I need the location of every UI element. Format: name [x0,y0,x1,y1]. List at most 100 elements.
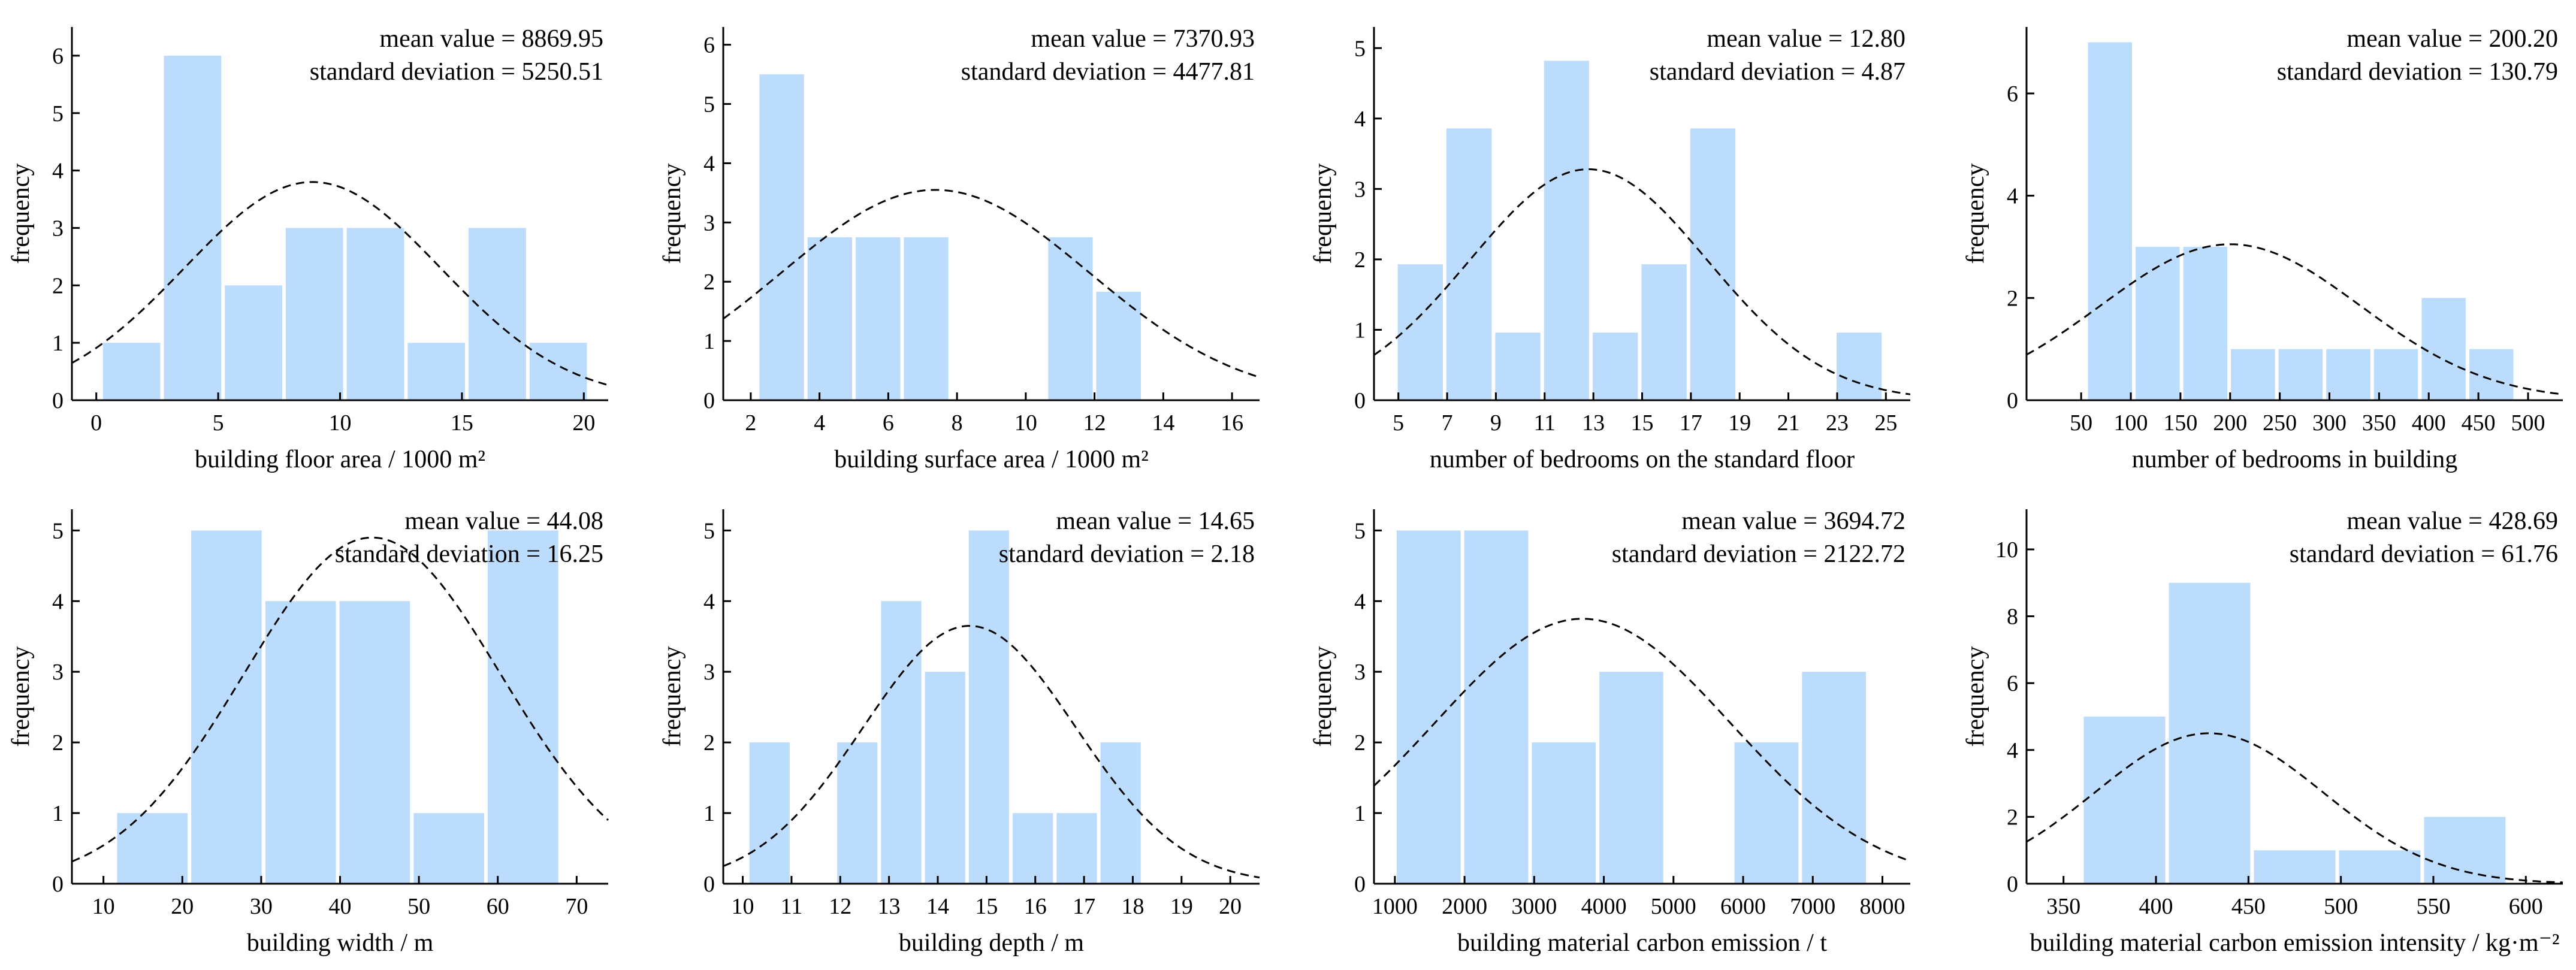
x-tick-label: 10 [92,894,115,919]
sd-prefix: standard deviation = [2290,540,2502,568]
histogram-bar [1641,264,1687,400]
x-axis-label: building depth / m [899,929,1084,957]
mean-annotation: mean value = 12.80 [1707,25,1905,53]
x-tick-label: 17 [1680,410,1702,436]
x-tick-label: 13 [878,894,901,919]
sd-annotation: standard deviation = 61.76 [2290,540,2558,568]
y-tick-label: 2 [2007,286,2018,311]
histogram-bar [925,672,965,884]
histogram-bar [265,601,336,884]
x-tick-label: 19 [1170,894,1193,919]
x-tick-label: 10 [732,894,754,919]
x-tick-label: 14 [926,894,949,919]
y-tick-label: 4 [703,151,715,176]
mean-value: 200.20 [2489,25,2559,53]
mean-value: 428.69 [2489,507,2559,535]
histogram-bar [1048,237,1093,400]
x-tick-label: 8 [952,410,963,436]
x-tick-label: 16 [1024,894,1047,919]
y-tick-label: 1 [1354,318,1366,343]
normal-fit-curve [1373,618,1911,862]
y-tick-label: 3 [1354,660,1366,685]
histogram-bar [2169,582,2251,884]
histogram-bar [1690,128,1736,400]
chart-panel-7: 1000 2000 3000 4000 5000 6000 7000 8000 0 1 2 3 4 5 bu… [1309,507,1911,957]
sd-annotation: standard deviation = 4.87 [1650,58,1905,86]
sd-annotation: standard deviation = 16.25 [335,540,603,568]
sd-value: 16.25 [547,540,604,568]
y-tick-label: 0 [2007,872,2018,897]
histogram-bar [225,285,282,400]
histogram-bar [2136,246,2180,400]
histogram-bar [1734,742,1799,884]
mean-annotation: mean value = 44.08 [404,507,603,535]
sd-value: 2.18 [1211,540,1255,568]
y-axis-label: frequency [7,164,35,264]
mean-prefix: mean value = [2347,25,2489,53]
histogram-bar [2254,850,2336,884]
y-tick-label: 0 [52,872,64,897]
x-tick-label: 50 [407,894,430,919]
x-tick-label: 15 [975,894,998,919]
x-tick-label: 0 [90,410,102,436]
x-tick-label: 6000 [1720,894,1766,919]
histogram-bar [469,228,526,400]
y-tick-label: 0 [2007,388,2018,413]
y-tick-label: 0 [52,388,64,413]
x-tick-label: 5 [1393,410,1404,436]
x-tick-label: 50 [2070,410,2092,436]
sd-prefix: standard deviation = [335,540,547,568]
mean-prefix: mean value = [1056,507,1198,535]
sd-prefix: standard deviation = [2277,58,2489,86]
normal-fit-curve [71,181,609,386]
histogram-bar [2339,850,2421,884]
mean-value: 14.65 [1198,507,1255,535]
x-tick-label: 600 [2509,894,2543,919]
mean-prefix: mean value = [404,507,546,535]
histogram-bar [1096,292,1141,400]
x-axis-label: number of bedrooms in building [2132,446,2458,473]
y-tick-label: 2 [2007,805,2018,830]
histogram-bar [1100,742,1141,884]
y-tick-label: 5 [1354,36,1366,61]
x-tick-label: 400 [2139,894,2173,919]
y-tick-label: 5 [703,92,715,117]
x-axis-label: building material carbon emission / t [1457,929,1827,957]
y-tick-label: 2 [1354,247,1366,273]
sd-prefix: standard deviation = [961,58,1173,86]
chart-panel-1: 0 5 10 15 20 0 1 2 3 4 5 6 building floor area / 100… [7,25,609,473]
x-axis-label: building floor area / 1000 m² [195,446,485,473]
y-tick-label: 6 [52,44,64,69]
histogram-bar [1544,61,1590,401]
x-axis-label: building material carbon emission intens… [2030,929,2560,957]
histogram-bar [285,228,343,400]
y-tick-label: 3 [52,660,64,685]
mean-value: 12.80 [1849,25,1906,53]
y-axis-label: frequency [659,164,686,264]
sd-value: 4477.81 [1173,58,1255,86]
x-tick-label: 7000 [1790,894,1835,919]
sd-annotation: standard deviation = 4477.81 [961,58,1255,86]
normal-fit-curve [71,536,609,863]
y-tick-label: 4 [703,589,715,614]
y-tick-label: 1 [703,329,715,354]
x-tick-label: 500 [2324,894,2358,919]
y-tick-label: 5 [52,101,64,126]
y-tick-label: 10 [1995,537,2018,563]
histogram-bar [1464,530,1529,884]
x-tick-label: 450 [2231,894,2266,919]
mean-annotation: mean value = 428.69 [2347,507,2558,535]
y-tick-label: 4 [1354,107,1366,132]
normal-fit-curve [723,189,1260,379]
x-tick-label: 20 [171,894,194,919]
y-tick-label: 2 [52,730,64,756]
x-tick-label: 13 [1582,410,1605,436]
y-tick-label: 5 [52,518,64,543]
histogram-bar [339,601,410,884]
histogram-bar [413,813,484,884]
x-tick-label: 3000 [1511,894,1557,919]
sd-value: 61.76 [2502,540,2559,568]
y-tick-label: 0 [703,388,715,413]
histogram-bar [2183,246,2228,400]
